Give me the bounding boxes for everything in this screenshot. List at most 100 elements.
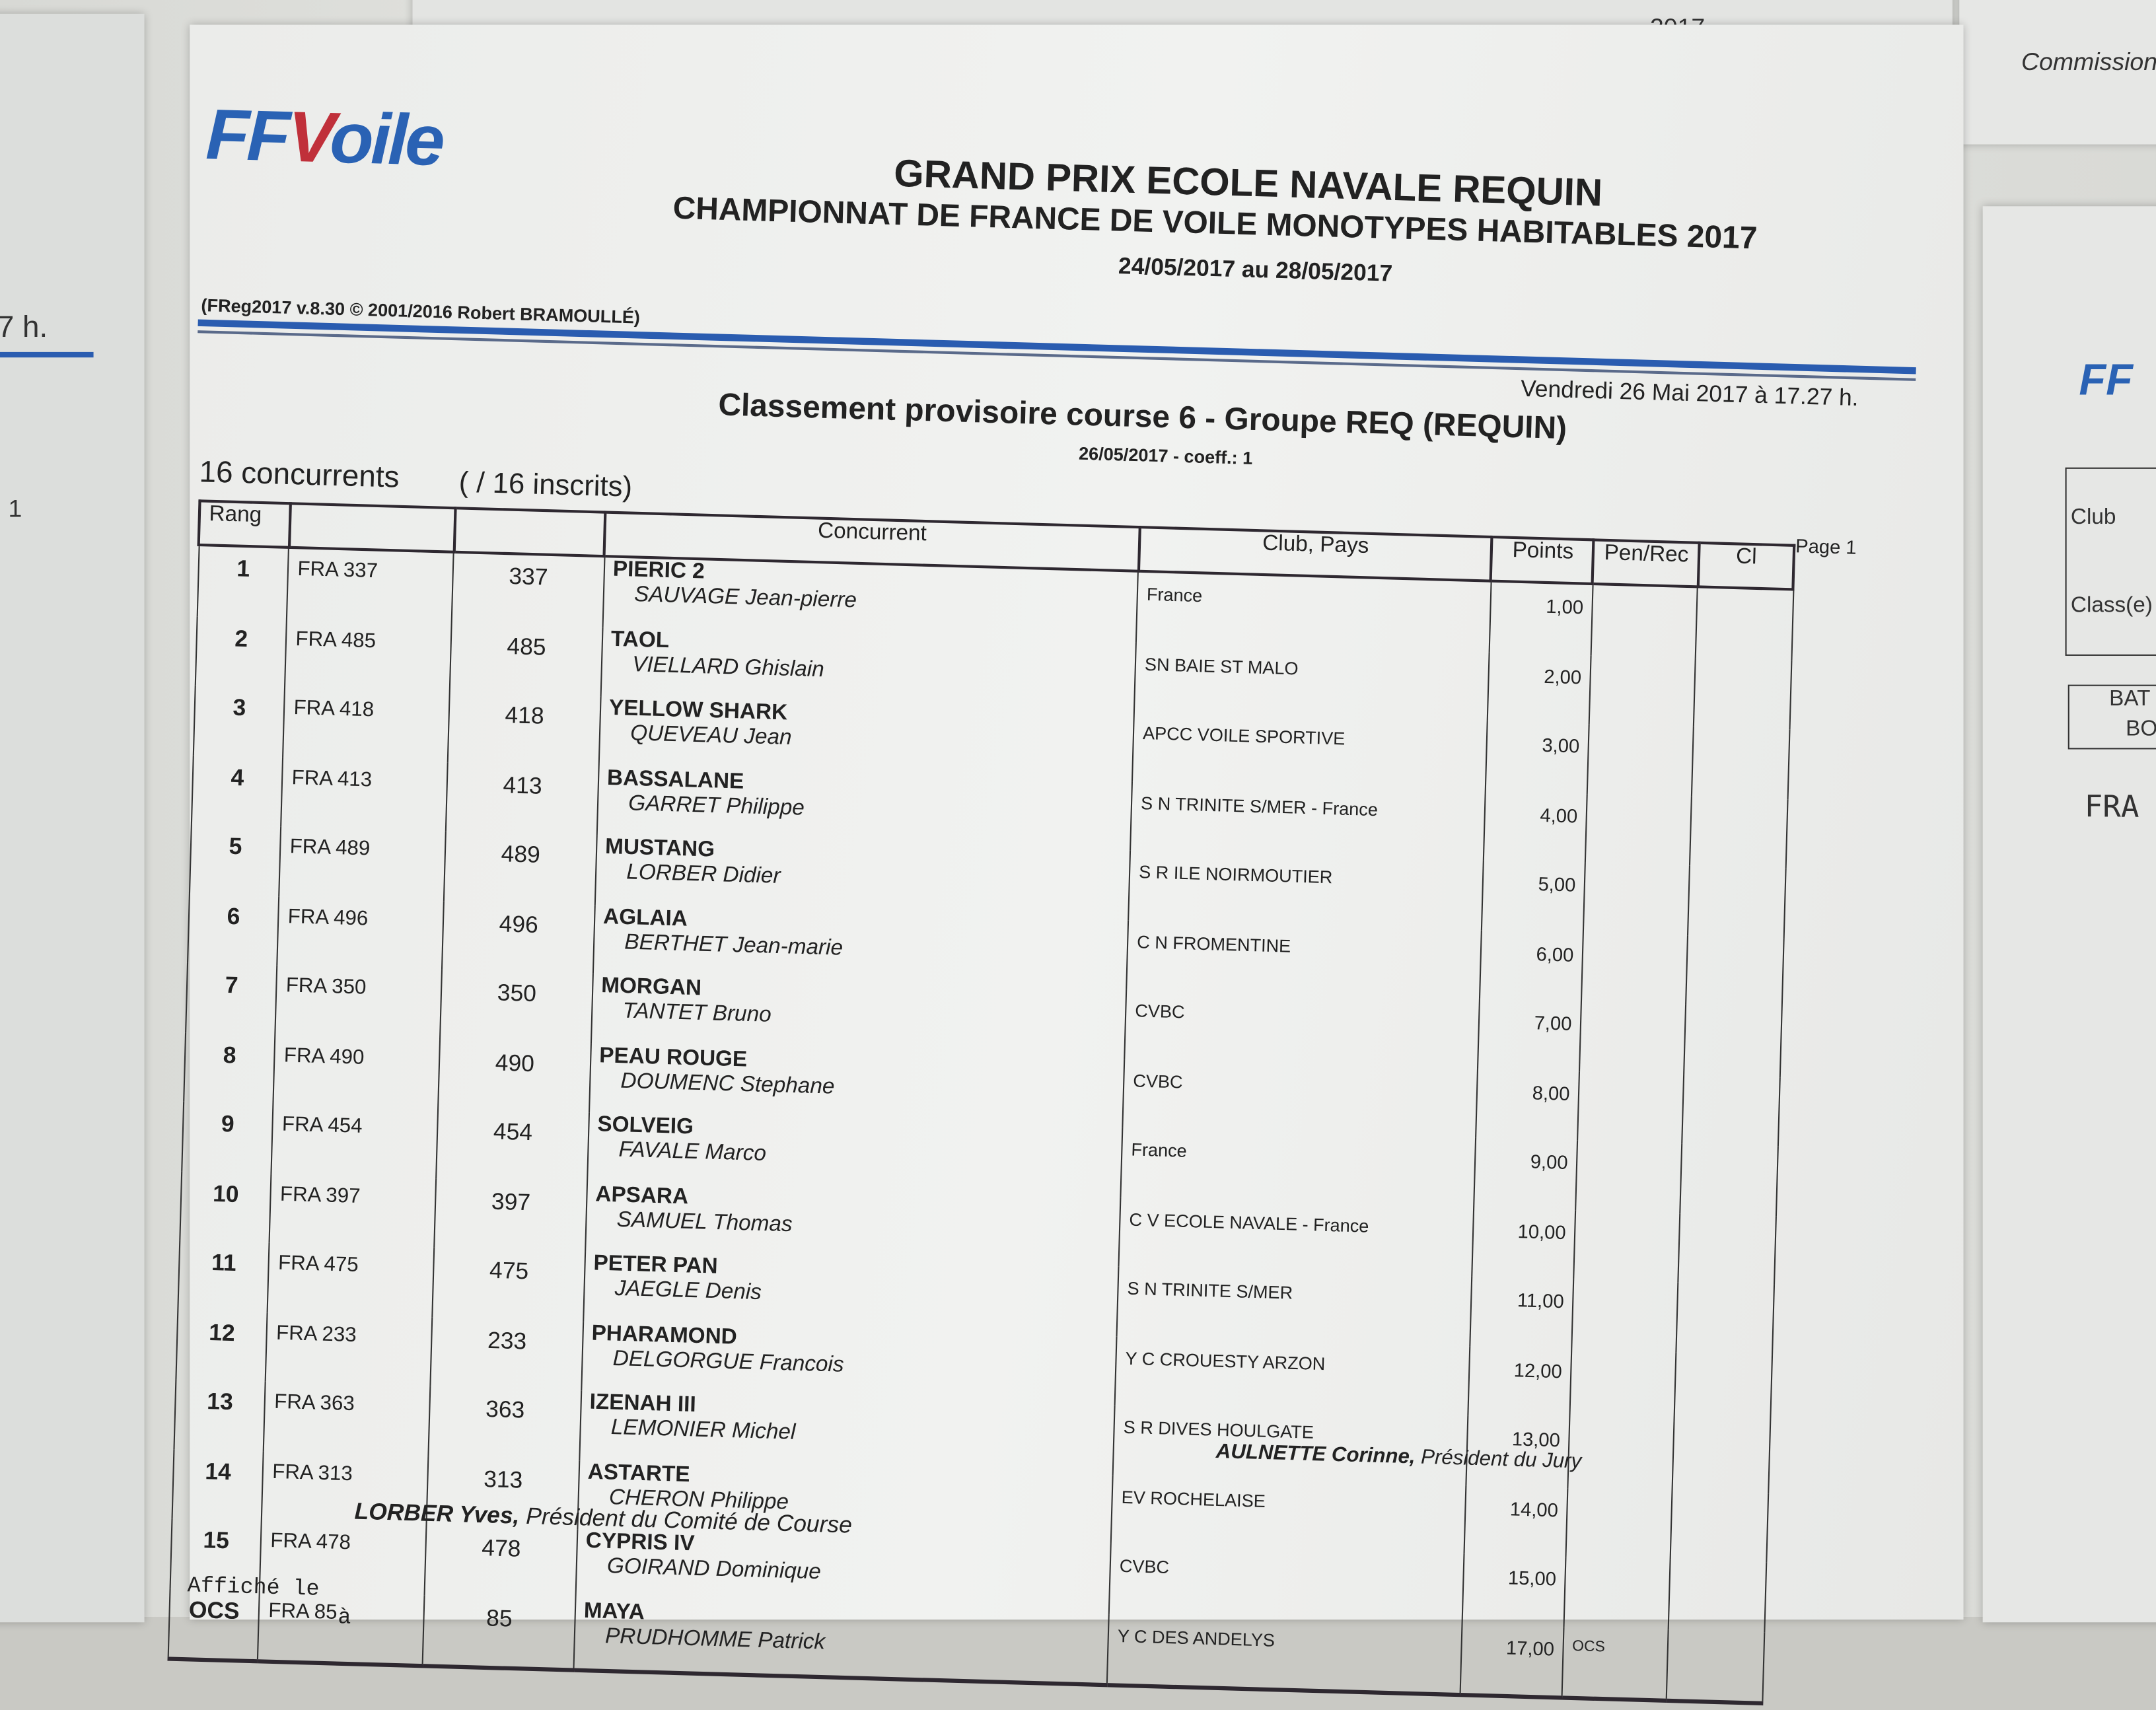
competitor-cell: MAYA PRUDHOMME Patrick <box>573 1598 1110 1686</box>
table-header-box <box>2067 684 2156 750</box>
sail-number-cell: FRA 233 <box>266 1312 433 1386</box>
penalty-cell <box>1583 863 1690 935</box>
header-blue-rule <box>198 319 1916 374</box>
bow-number-cell: 490 <box>438 1039 591 1113</box>
posted-label: Affiché le <box>187 1573 320 1602</box>
penalty-cell <box>1587 724 1694 797</box>
rank-cell: 2 <box>194 616 287 688</box>
handwritten-fra: FRA <box>2084 790 2139 825</box>
penalty-cell: OCS <box>1562 1626 1669 1701</box>
penalty-cell <box>1565 1487 1673 1560</box>
club-cell: SN BAIE ST MALO <box>1134 641 1490 721</box>
class-label: Class(e) <box>2070 594 2153 618</box>
race-date-coeff: 26/05/2017 - coeff.: 1 <box>1078 443 1253 469</box>
column-header-0: Rang <box>198 501 291 548</box>
cl-cell <box>1692 727 1789 799</box>
jury-president-role: Président du Jury <box>1420 1445 1582 1474</box>
bat-col: BAT <box>2109 687 2151 711</box>
column-header-7: Cl <box>1698 542 1795 590</box>
results-subtitle: Classement provisoire course 6 - Groupe … <box>717 386 1567 446</box>
points-cell: 6,00 <box>1479 929 1583 1002</box>
column-header-5: Points <box>1491 537 1595 584</box>
points-cell: 3,00 <box>1485 721 1589 794</box>
penalty-cell <box>1581 932 1688 1005</box>
column-header-2 <box>453 508 606 557</box>
points-cell: 1,00 <box>1489 581 1593 655</box>
left-background-sheet: 7 h. 1 <box>0 13 145 1623</box>
sail-number-cell: FRA 397 <box>270 1173 437 1248</box>
cl-cell <box>1696 587 1793 660</box>
bow-number-cell: 85 <box>422 1594 575 1670</box>
club-label: Club <box>2070 506 2116 530</box>
sail-number-cell: FRA 418 <box>283 688 450 762</box>
bo-col: BO <box>2126 717 2156 741</box>
competitor-count: 16 concurrents <box>198 454 400 495</box>
results-sheet: FFVoile GRAND PRIX ECOLE NAVALE REQUIN C… <box>167 24 1964 1703</box>
print-timestamp: Vendredi 26 Mai 2017 à 17.27 h. <box>1520 375 1859 411</box>
points-cell: 14,00 <box>1464 1484 1568 1557</box>
ff-logo: FF <box>2079 355 2133 404</box>
rank-cell: 6 <box>186 893 280 966</box>
club-cell: APCC VOILE SPORTIVE <box>1132 711 1488 791</box>
cl-cell <box>1667 1629 1764 1703</box>
club-cell: C V ECOLE NAVALE - France <box>1119 1197 1474 1277</box>
penalty-cell <box>1591 583 1698 658</box>
points-cell: 11,00 <box>1470 1276 1574 1349</box>
rank-cell: 5 <box>188 824 282 896</box>
rank-cell: 11 <box>177 1240 270 1312</box>
column-header-6: Pen/Rec <box>1593 540 1700 587</box>
points-cell: 9,00 <box>1474 1137 1578 1210</box>
sail-number-cell: FRA 413 <box>281 757 449 832</box>
bow-number-cell: 475 <box>432 1247 585 1322</box>
points-cell: 5,00 <box>1481 860 1585 933</box>
cl-cell <box>1671 1490 1768 1563</box>
page-number: Page 1 <box>1795 534 1857 559</box>
points-cell: 2,00 <box>1487 651 1591 725</box>
registered-count: ( / 16 inscrits) <box>458 466 633 504</box>
penalty-cell <box>1563 1557 1671 1629</box>
club-cell: C N FROMENTINE <box>1126 919 1482 999</box>
commission-text: Commission <box>2021 48 2156 76</box>
club-cell: CVBC <box>1109 1544 1464 1623</box>
cl-cell <box>1669 1559 1766 1632</box>
rank-cell: 4 <box>190 754 284 827</box>
penalty-cell <box>1589 655 1696 727</box>
rank-cell: 8 <box>183 1032 276 1104</box>
club-cell: Y C CROUESTY ARZON <box>1115 1336 1470 1415</box>
bow-number-cell: 363 <box>428 1386 581 1460</box>
info-box <box>2065 467 2156 656</box>
bow-number-cell: 233 <box>430 1316 583 1391</box>
left-sheet-number: 1 <box>8 495 22 523</box>
bow-number-cell: 485 <box>450 622 602 697</box>
committee-president-name: LORBER Yves, <box>354 1498 520 1529</box>
sail-number-cell: FRA 490 <box>273 1034 441 1109</box>
cl-cell <box>1672 1421 1770 1493</box>
sail-number-cell: FRA 485 <box>285 618 452 693</box>
club-cell: France <box>1136 571 1491 652</box>
rank-cell: 3 <box>192 685 285 758</box>
penalty-cell <box>1567 1417 1675 1491</box>
header-thin-rule <box>198 330 1916 380</box>
rank-cell: 13 <box>173 1379 266 1451</box>
bow-number-cell: 478 <box>424 1524 577 1599</box>
column-header-1 <box>289 503 455 552</box>
penalty-cell <box>1569 1348 1677 1421</box>
points-cell: 10,00 <box>1472 1207 1576 1279</box>
penalty-cell <box>1579 1001 1687 1075</box>
rank-cell: 12 <box>175 1309 268 1382</box>
points-cell: 17,00 <box>1460 1623 1564 1698</box>
club-cell: CVBC <box>1124 989 1480 1069</box>
blue-rule <box>0 351 94 358</box>
points-cell: 8,00 <box>1475 1068 1579 1141</box>
cl-cell <box>1694 657 1791 730</box>
cl-cell <box>1678 1213 1776 1285</box>
penalty-cell <box>1585 793 1692 866</box>
club-cell: S N TRINITE S/MER <box>1117 1266 1472 1346</box>
points-cell: 15,00 <box>1462 1553 1566 1627</box>
left-sheet-text: 7 h. <box>0 309 48 344</box>
right-top-sheet: Commission <box>1959 0 2156 145</box>
sail-number-cell: FRA 337 <box>287 547 454 623</box>
posted-at-label: à <box>337 1605 351 1631</box>
sail-number-cell: FRA 496 <box>277 896 445 970</box>
bow-number-cell: 413 <box>446 762 599 836</box>
